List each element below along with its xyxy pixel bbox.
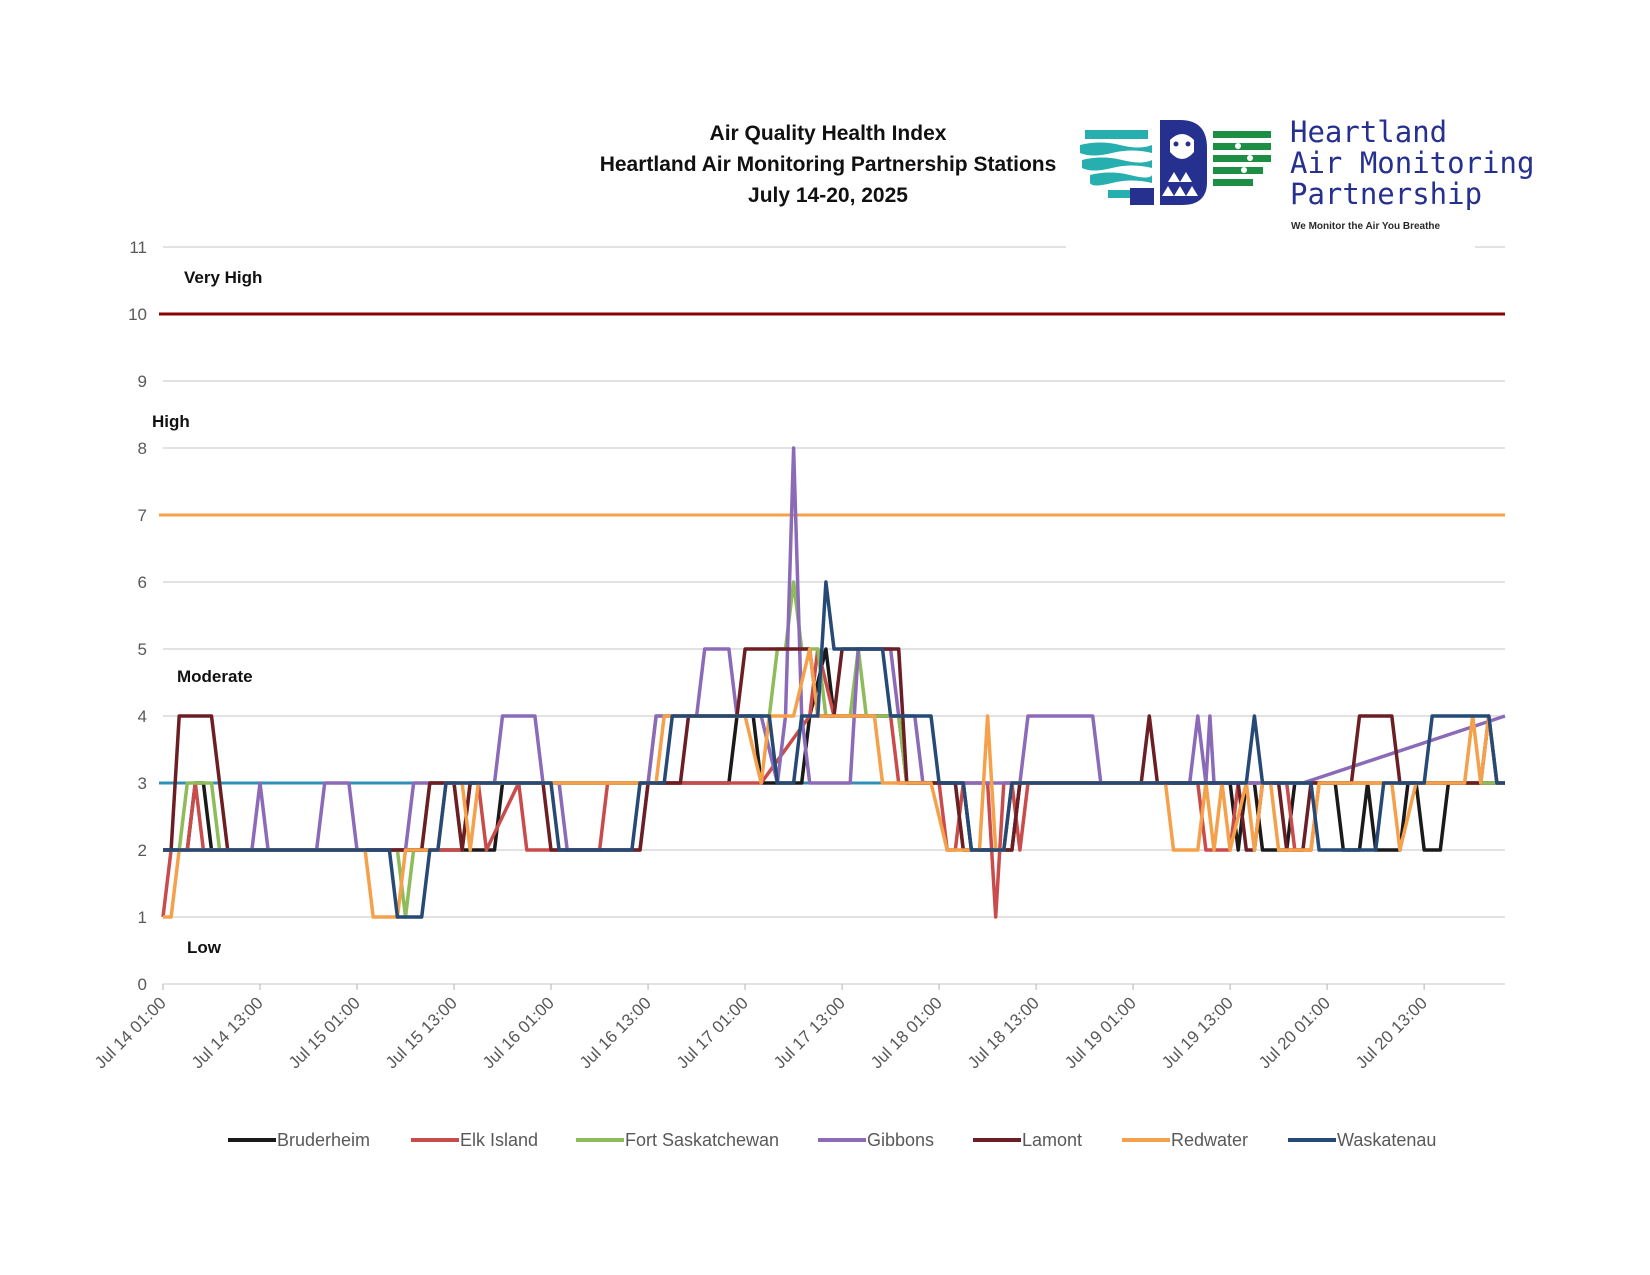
logo-tagline: We Monitor the Air You Breathe	[1291, 221, 1441, 232]
series-line-lamont	[163, 647, 1505, 852]
x-tick-label: Jul 17 01:00	[673, 993, 752, 1072]
x-tick-label: Jul 15 13:00	[382, 993, 461, 1072]
y-tick-label: 8	[138, 439, 147, 458]
chart-title-line-1: Air Quality Health Index	[710, 122, 947, 145]
x-tick-label: Jul 16 01:00	[479, 993, 558, 1072]
x-tick-label: Jul 15 01:00	[285, 993, 364, 1072]
legend-label-waskatenau: Waskatenau	[1337, 1130, 1436, 1150]
logo-name-line-3: Partnership	[1290, 177, 1482, 211]
logo-water-waves-icon	[1080, 130, 1152, 198]
legend-label-elk-island: Elk Island	[460, 1130, 538, 1150]
y-tick-label: 1	[138, 908, 147, 927]
hamp-logo: Heartland Air Monitoring Partnership We …	[1080, 115, 1534, 232]
band-label-high: High	[152, 412, 190, 431]
y-axis: 0 1 2 3 4 5 6 7 8 9 10 11	[128, 238, 147, 994]
series-line-bruderheim	[163, 647, 1505, 852]
band-label-low: Low	[187, 938, 222, 957]
legend-label-redwater: Redwater	[1171, 1130, 1248, 1150]
series-line-waskatenau	[163, 580, 1505, 919]
legend-label-bruderheim: Bruderheim	[277, 1130, 370, 1150]
series-line-fort-saskatchewan	[163, 580, 1505, 919]
gridlines	[163, 246, 1505, 985]
x-tick-label: Jul 19 01:00	[1061, 993, 1140, 1072]
y-tick-label: 0	[138, 975, 147, 994]
x-tick-label: Jul 17 13:00	[770, 993, 849, 1072]
x-tick-label: Jul 19 13:00	[1158, 993, 1237, 1072]
legend-label-lamont: Lamont	[1022, 1130, 1082, 1150]
x-tick-label: Jul 14 13:00	[188, 993, 267, 1072]
logo-name-line-2: Air Monitoring	[1290, 146, 1534, 180]
legend: Bruderheim Elk Island Fort Saskatchewan Gib…	[228, 1130, 1436, 1150]
band-label-moderate: Moderate	[177, 667, 253, 686]
x-tick-label: Jul 16 13:00	[576, 993, 655, 1072]
x-tick-label: Jul 20 01:00	[1255, 993, 1334, 1072]
x-tick-label: Jul 20 13:00	[1352, 993, 1431, 1072]
legend-label-fort-saskatchewan: Fort Saskatchewan	[625, 1130, 779, 1150]
y-tick-label: 11	[129, 238, 147, 257]
y-tick-label: 3	[138, 774, 147, 793]
logo-name-line-1: Heartland	[1290, 115, 1447, 149]
x-tick-label: Jul 18 01:00	[867, 993, 946, 1072]
y-tick-label: 7	[138, 506, 147, 525]
chart-title-line-2: Heartland Air Monitoring Partnership Sta…	[600, 153, 1057, 176]
logo-owl-icon	[1130, 120, 1207, 205]
y-tick-label: 4	[138, 707, 147, 726]
category-labels: Very High High Moderate Low	[152, 268, 262, 957]
x-tick-label: Jul 18 13:00	[964, 993, 1043, 1072]
y-tick-label: 10	[128, 305, 147, 324]
series-lines	[161, 446, 1506, 919]
legend-label-gibbons: Gibbons	[867, 1130, 934, 1150]
chart-title-line-3: July 14-20, 2025	[748, 184, 908, 207]
y-tick-label: 5	[138, 640, 147, 659]
chart-title: Air Quality Health Index Heartland Air M…	[600, 122, 1057, 207]
x-axis: Jul 14 01:00 Jul 14 13:00 Jul 15 01:00 Jul …	[91, 984, 1431, 1072]
y-tick-label: 6	[138, 573, 147, 592]
y-tick-label: 9	[138, 372, 147, 391]
x-tick-label: Jul 14 01:00	[91, 993, 170, 1072]
y-tick-label: 2	[138, 841, 147, 860]
logo-circuit-icon	[1213, 131, 1271, 186]
band-label-very-high: Very High	[184, 268, 262, 287]
